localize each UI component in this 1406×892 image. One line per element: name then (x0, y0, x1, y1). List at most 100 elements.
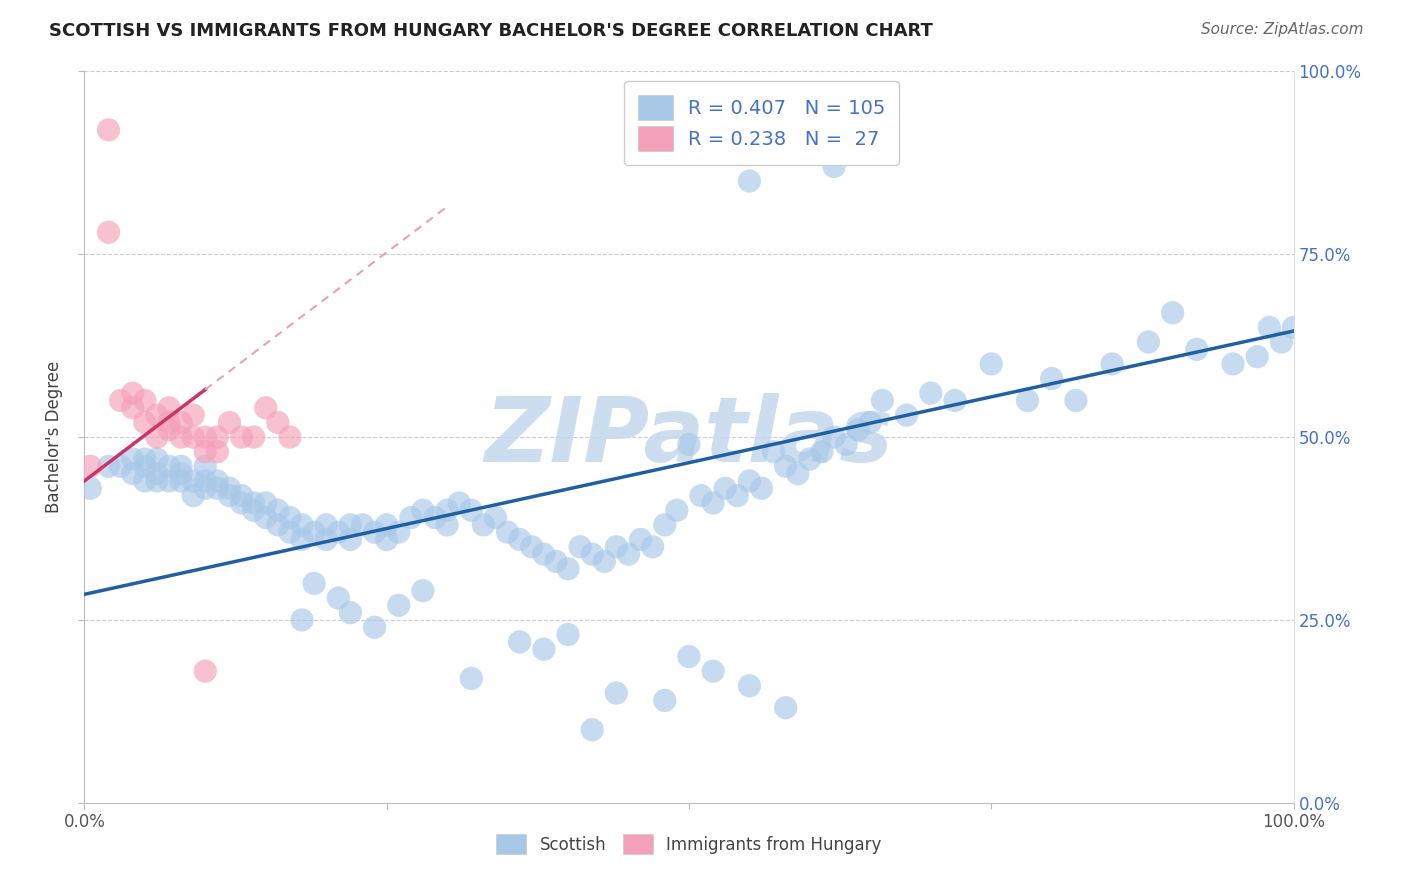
Point (363, 525, 385, 540)
Point (823, 430, 845, 444)
Point (581, 723, 603, 737)
Point (121, 386, 143, 401)
Point (1270, 334, 1292, 349)
Point (121, 467, 143, 481)
Point (231, 489, 253, 503)
Point (388, 599, 411, 613)
Point (146, 467, 169, 481)
Point (134, 452, 156, 467)
Point (399, 510, 422, 524)
Point (775, 459, 797, 474)
Point (460, 672, 482, 686)
Point (509, 533, 531, 547)
Point (943, 393, 966, 408)
Point (170, 474, 193, 488)
Point (121, 401, 143, 415)
Point (207, 444, 229, 458)
Point (242, 430, 264, 444)
Point (1101, 357, 1123, 371)
Point (1017, 393, 1039, 408)
Text: ZIPatlas: ZIPatlas (485, 393, 893, 481)
Point (678, 649, 700, 664)
Point (315, 517, 337, 532)
Point (242, 503, 264, 517)
Point (738, 679, 761, 693)
Point (654, 517, 676, 532)
Point (872, 393, 894, 408)
Point (157, 474, 180, 488)
Point (146, 408, 169, 422)
Point (291, 613, 314, 627)
Point (194, 444, 217, 458)
Point (121, 452, 143, 467)
Point (291, 533, 314, 547)
Point (339, 533, 361, 547)
Point (267, 503, 290, 517)
Point (97, 225, 120, 239)
Point (170, 430, 193, 444)
Point (665, 503, 688, 517)
Point (557, 562, 579, 576)
Point (725, 489, 748, 503)
Point (302, 525, 325, 540)
Point (79, 481, 101, 495)
Point (207, 481, 229, 495)
Point (569, 540, 592, 554)
Point (751, 481, 773, 495)
Point (254, 401, 277, 415)
Point (1258, 320, 1281, 334)
Point (339, 606, 361, 620)
Point (1064, 393, 1087, 408)
Point (460, 503, 482, 517)
Point (702, 496, 724, 510)
Point (690, 489, 713, 503)
Point (375, 533, 398, 547)
Point (533, 642, 555, 657)
Point (146, 474, 169, 488)
Point (509, 635, 531, 649)
Point (775, 700, 797, 714)
Point (134, 474, 156, 488)
Point (157, 459, 180, 474)
Point (1040, 371, 1063, 385)
Point (194, 459, 217, 474)
Point (170, 459, 193, 474)
Point (218, 489, 240, 503)
Point (218, 481, 240, 495)
Point (1246, 350, 1268, 364)
Point (134, 459, 156, 474)
Point (231, 496, 253, 510)
Point (436, 503, 458, 517)
Point (328, 591, 350, 605)
Point (920, 386, 942, 401)
Point (617, 547, 640, 561)
Point (1161, 306, 1184, 320)
Point (375, 517, 398, 532)
Point (1137, 334, 1160, 349)
Point (1282, 320, 1305, 334)
Point (278, 430, 301, 444)
Point (641, 540, 664, 554)
Y-axis label: Bachelor's Degree: Bachelor's Degree (45, 361, 63, 513)
Point (738, 174, 761, 188)
Point (980, 357, 1002, 371)
Point (846, 423, 869, 437)
Point (278, 510, 301, 524)
Text: SCOTTISH VS IMMIGRANTS FROM HUNGARY BACHELOR'S DEGREE CORRELATION CHART: SCOTTISH VS IMMIGRANTS FROM HUNGARY BACH… (49, 22, 934, 40)
Point (302, 576, 325, 591)
Text: Source: ZipAtlas.com: Source: ZipAtlas.com (1201, 22, 1364, 37)
Point (436, 517, 458, 532)
Point (738, 474, 761, 488)
Point (859, 416, 882, 430)
Point (605, 686, 627, 700)
Point (533, 547, 555, 561)
Point (278, 525, 301, 540)
Point (254, 510, 277, 524)
Point (896, 408, 918, 422)
Point (654, 693, 676, 707)
Point (97, 123, 120, 137)
Point (110, 393, 132, 408)
Point (254, 496, 277, 510)
Point (97, 459, 120, 474)
Point (194, 481, 217, 495)
